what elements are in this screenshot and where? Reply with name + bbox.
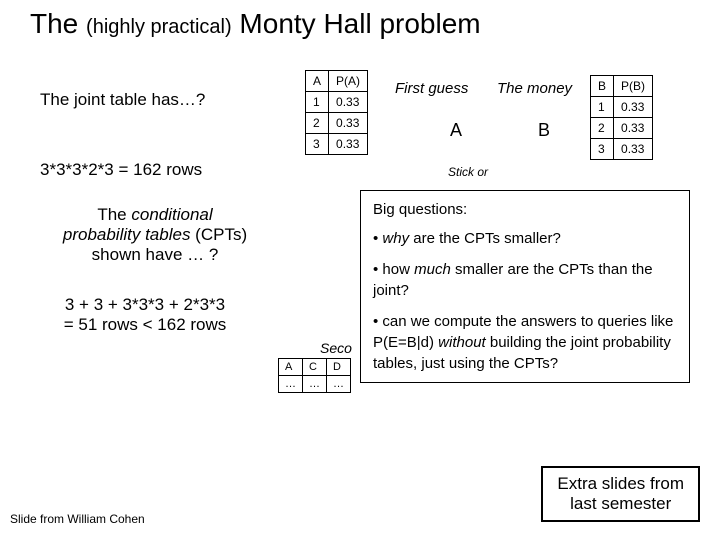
table-row: 30.33 xyxy=(306,134,368,155)
cond-line2b: (CPTs) xyxy=(190,225,247,244)
table-row: 20.33 xyxy=(306,113,368,134)
cell: P(B) xyxy=(614,76,653,97)
joint-table-question: The joint table has…? xyxy=(40,90,205,110)
table-row: 10.33 xyxy=(306,92,368,113)
table-a: A P(A) 10.33 20.33 30.33 xyxy=(305,70,368,155)
qbox-bullet3: • can we compute the answers to queries … xyxy=(373,311,677,374)
cond-italic: conditional xyxy=(131,205,212,224)
table-row: 30.33 xyxy=(591,139,653,160)
slide-title: The (highly practical) Monty Hall proble… xyxy=(30,8,690,40)
extra-line1: Extra slides from xyxy=(557,474,684,493)
qbox-bullet2: • how much smaller are the CPTs than the… xyxy=(373,259,677,301)
cond-line3: shown have … ? xyxy=(92,245,219,264)
table-b: B P(B) 10.33 20.33 30.33 xyxy=(590,75,653,160)
cell: B xyxy=(591,76,614,97)
node-b-label: B xyxy=(538,120,550,141)
sum-line2: = 51 rows < 162 rows xyxy=(64,315,227,334)
title-pre: The xyxy=(30,8,86,39)
small-acd-table: A C D … … … xyxy=(278,358,351,393)
attribution: Slide from William Cohen xyxy=(10,512,145,526)
cond-line2: probability tables xyxy=(63,225,191,244)
cell: A xyxy=(306,71,329,92)
table-row: B P(B) xyxy=(591,76,653,97)
the-money-label: The money xyxy=(497,80,572,97)
qbox-bullet1: • why are the CPTs smaller? xyxy=(373,228,677,249)
table-row: A P(A) xyxy=(306,71,368,92)
rows-calculation: 3*3*3*2*3 = 162 rows xyxy=(40,160,202,180)
extra-slides-box: Extra slides from last semester xyxy=(541,466,700,522)
conditional-block: The conditional probability tables (CPTs… xyxy=(55,205,255,265)
qbox-heading: Big questions: xyxy=(373,199,677,220)
node-a-label: A xyxy=(450,120,462,141)
questions-box: Big questions: • why are the CPTs smalle… xyxy=(360,190,690,383)
table-row: … … … xyxy=(279,376,351,393)
table-row: 20.33 xyxy=(591,118,653,139)
sum-block: 3 + 3 + 3*3*3 + 2*3*3 = 51 rows < 162 ro… xyxy=(30,295,260,335)
cell: P(A) xyxy=(329,71,368,92)
title-sub: (highly practical) xyxy=(86,16,232,38)
cond-pre: The xyxy=(97,205,131,224)
table-row: A C D xyxy=(279,359,351,376)
stick-label: Stick or xyxy=(448,165,488,179)
seco-label: Seco xyxy=(320,340,352,356)
first-guess-label: First guess xyxy=(395,80,468,97)
table-row: 10.33 xyxy=(591,97,653,118)
title-post: Monty Hall problem xyxy=(232,8,481,39)
sum-line1: 3 + 3 + 3*3*3 + 2*3*3 xyxy=(65,295,225,314)
extra-line2: last semester xyxy=(570,494,671,513)
